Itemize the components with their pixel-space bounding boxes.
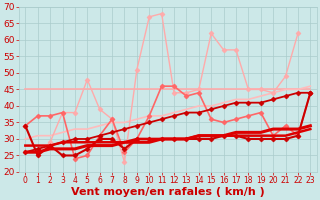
X-axis label: Vent moyen/en rafales ( km/h ): Vent moyen/en rafales ( km/h ): [71, 187, 265, 197]
